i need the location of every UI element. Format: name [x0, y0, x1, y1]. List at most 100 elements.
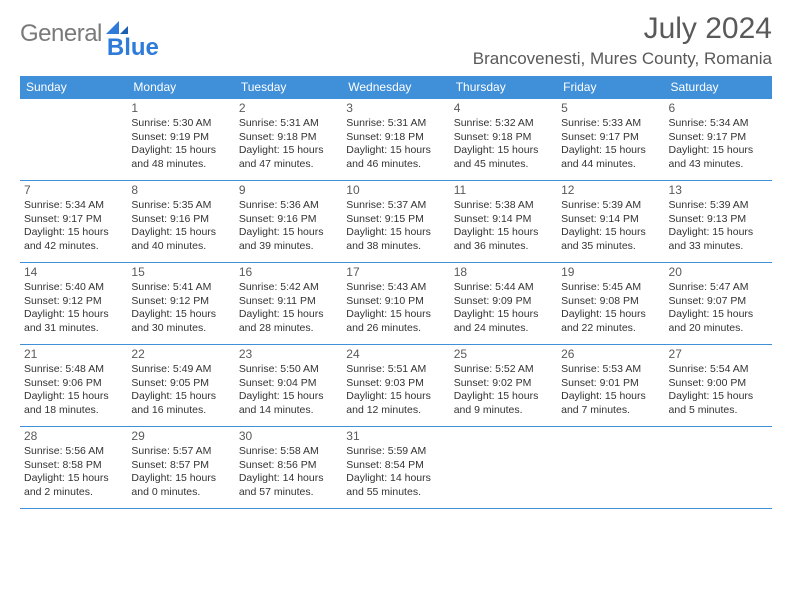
daylight-line: Daylight: 15 hours and 9 minutes.	[454, 390, 553, 417]
daylight-line: Daylight: 15 hours and 40 minutes.	[131, 226, 230, 253]
sunrise-line: Sunrise: 5:58 AM	[239, 445, 338, 458]
day-number: 4	[454, 102, 553, 115]
sunrise-line: Sunrise: 5:44 AM	[454, 281, 553, 294]
calendar-week-row: 7Sunrise: 5:34 AMSunset: 9:17 PMDaylight…	[20, 181, 772, 263]
calendar-day-cell: 16 Sunrise: 5:42 AMSunset: 9:11 PMDayligh…	[235, 263, 342, 345]
daylight-line: Daylight: 15 hours and 5 minutes.	[669, 390, 768, 417]
calendar-day-cell: 24Sunrise: 5:51 AMSunset: 9:03 PMDayligh…	[342, 345, 449, 427]
month-title: July 2024	[473, 14, 772, 44]
sunrise-line: Sunrise: 5:41 AM	[131, 281, 230, 294]
sunset-line: Sunset: 9:07 PM	[669, 295, 768, 308]
daylight-line: Daylight: 15 hours and 28 minutes.	[239, 308, 338, 335]
calendar-day-cell: 14Sunrise: 5:40 AMSunset: 9:12 PMDayligh…	[20, 263, 127, 345]
calendar-day-cell: 21Sunrise: 5:48 AMSunset: 9:06 PMDayligh…	[20, 345, 127, 427]
sunset-line: Sunset: 9:18 PM	[346, 131, 445, 144]
sunrise-line: Sunrise: 5:38 AM	[454, 199, 553, 212]
daylight-line: Daylight: 15 hours and 18 minutes.	[24, 390, 123, 417]
calendar-day-cell: 22Sunrise: 5:49 AMSunset: 9:05 PMDayligh…	[127, 345, 234, 427]
calendar-day-cell: 23Sunrise: 5:50 AMSunset: 9:04 PMDayligh…	[235, 345, 342, 427]
day-number: 19	[561, 266, 660, 279]
calendar-week-row: 14Sunrise: 5:40 AMSunset: 9:12 PMDayligh…	[20, 263, 772, 345]
sunset-line: Sunset: 8:56 PM	[239, 459, 338, 472]
day-number: 5	[561, 102, 660, 115]
calendar-week-row: 1Sunrise: 5:30 AMSunset: 9:19 PMDaylight…	[20, 99, 772, 181]
top-bar: General Blue July 2024 Brancovenesti, Mu…	[20, 14, 772, 76]
sunrise-line: Sunrise: 5:34 AM	[24, 199, 123, 212]
sunset-line: Sunset: 9:16 PM	[131, 213, 230, 226]
sunset-line: Sunset: 9:14 PM	[561, 213, 660, 226]
day-number: 30	[239, 430, 338, 443]
sunrise-line: Sunrise: 5:37 AM	[346, 199, 445, 212]
calendar-day-cell: 2Sunrise: 5:31 AMSunset: 9:18 PMDaylight…	[235, 99, 342, 181]
daylight-line: Daylight: 15 hours and 26 minutes.	[346, 308, 445, 335]
sunrise-line: Sunrise: 5:48 AM	[24, 363, 123, 376]
sunrise-line: Sunrise: 5:50 AM	[239, 363, 338, 376]
daylight-line: Daylight: 15 hours and 2 minutes.	[24, 472, 123, 499]
sunrise-line: Sunrise: 5:45 AM	[561, 281, 660, 294]
calendar-day-cell: 20 Sunrise: 5:47 AMSunset: 9:07 PMDayligh…	[665, 263, 772, 345]
sunset-line: Sunset: 9:05 PM	[131, 377, 230, 390]
daylight-line: Daylight: 15 hours and 22 minutes.	[561, 308, 660, 335]
sunrise-line: Sunrise: 5:56 AM	[24, 445, 123, 458]
sunset-line: Sunset: 9:04 PM	[239, 377, 338, 390]
sunset-line: Sunset: 9:13 PM	[669, 213, 768, 226]
day-number: 9	[239, 184, 338, 197]
day-number: 16	[239, 266, 338, 279]
day-number: 20	[669, 266, 768, 279]
sunset-line: Sunset: 9:10 PM	[346, 295, 445, 308]
day-number: 13	[669, 184, 768, 197]
logo-text-blue: Blue	[107, 34, 159, 62]
day-number: 1	[131, 102, 230, 115]
daylight-line: Daylight: 15 hours and 44 minutes.	[561, 144, 660, 171]
calendar-page: General Blue July 2024 Brancovenesti, Mu…	[0, 0, 792, 612]
sunrise-line: Sunrise: 5:39 AM	[669, 199, 768, 212]
calendar-day-cell: 17 Sunrise: 5:43 AMSunset: 9:10 PMDayligh…	[342, 263, 449, 345]
calendar-body: 1Sunrise: 5:30 AMSunset: 9:19 PMDaylight…	[20, 99, 772, 509]
calendar-day-cell: 27Sunrise: 5:54 AMSunset: 9:00 PMDayligh…	[665, 345, 772, 427]
sunset-line: Sunset: 9:18 PM	[239, 131, 338, 144]
sunset-line: Sunset: 9:17 PM	[561, 131, 660, 144]
daylight-line: Daylight: 14 hours and 55 minutes.	[346, 472, 445, 499]
weekday-header: Tuesday	[235, 76, 342, 99]
daylight-line: Daylight: 15 hours and 31 minutes.	[24, 308, 123, 335]
daylight-line: Daylight: 15 hours and 35 minutes.	[561, 226, 660, 253]
calendar-day-cell: 28Sunrise: 5:56 AMSunset: 8:58 PMDayligh…	[20, 427, 127, 509]
sunrise-line: Sunrise: 5:54 AM	[669, 363, 768, 376]
sunrise-line: Sunrise: 5:42 AM	[239, 281, 338, 294]
sunset-line: Sunset: 9:09 PM	[454, 295, 553, 308]
day-number: 17	[346, 266, 445, 279]
daylight-line: Daylight: 15 hours and 36 minutes.	[454, 226, 553, 253]
calendar-day-cell: 4Sunrise: 5:32 AMSunset: 9:18 PMDaylight…	[450, 99, 557, 181]
sunset-line: Sunset: 9:17 PM	[669, 131, 768, 144]
sunset-line: Sunset: 9:11 PM	[239, 295, 338, 308]
sunset-line: Sunset: 9:18 PM	[454, 131, 553, 144]
day-number: 18	[454, 266, 553, 279]
calendar-day-cell	[665, 427, 772, 509]
daylight-line: Daylight: 15 hours and 30 minutes.	[131, 308, 230, 335]
day-number: 15	[131, 266, 230, 279]
sunrise-line: Sunrise: 5:43 AM	[346, 281, 445, 294]
daylight-line: Daylight: 15 hours and 14 minutes.	[239, 390, 338, 417]
day-number: 31	[346, 430, 445, 443]
sunset-line: Sunset: 9:08 PM	[561, 295, 660, 308]
calendar-day-cell: 3Sunrise: 5:31 AMSunset: 9:18 PMDaylight…	[342, 99, 449, 181]
weekday-header: Monday	[127, 76, 234, 99]
title-block: July 2024 Brancovenesti, Mures County, R…	[473, 14, 772, 67]
sunrise-line: Sunrise: 5:36 AM	[239, 199, 338, 212]
sunset-line: Sunset: 9:01 PM	[561, 377, 660, 390]
day-number: 21	[24, 348, 123, 361]
calendar-day-cell	[557, 427, 664, 509]
calendar-day-cell: 12Sunrise: 5:39 AMSunset: 9:14 PMDayligh…	[557, 181, 664, 263]
calendar-day-cell: 9Sunrise: 5:36 AMSunset: 9:16 PMDaylight…	[235, 181, 342, 263]
calendar-day-cell: 11Sunrise: 5:38 AMSunset: 9:14 PMDayligh…	[450, 181, 557, 263]
daylight-line: Daylight: 15 hours and 20 minutes.	[669, 308, 768, 335]
sunrise-line: Sunrise: 5:57 AM	[131, 445, 230, 458]
day-number: 10	[346, 184, 445, 197]
day-number: 27	[669, 348, 768, 361]
daylight-line: Daylight: 15 hours and 46 minutes.	[346, 144, 445, 171]
daylight-line: Daylight: 15 hours and 38 minutes.	[346, 226, 445, 253]
sunrise-line: Sunrise: 5:32 AM	[454, 117, 553, 130]
sunrise-line: Sunrise: 5:47 AM	[669, 281, 768, 294]
calendar-day-cell: 30Sunrise: 5:58 AMSunset: 8:56 PMDayligh…	[235, 427, 342, 509]
daylight-line: Daylight: 15 hours and 43 minutes.	[669, 144, 768, 171]
